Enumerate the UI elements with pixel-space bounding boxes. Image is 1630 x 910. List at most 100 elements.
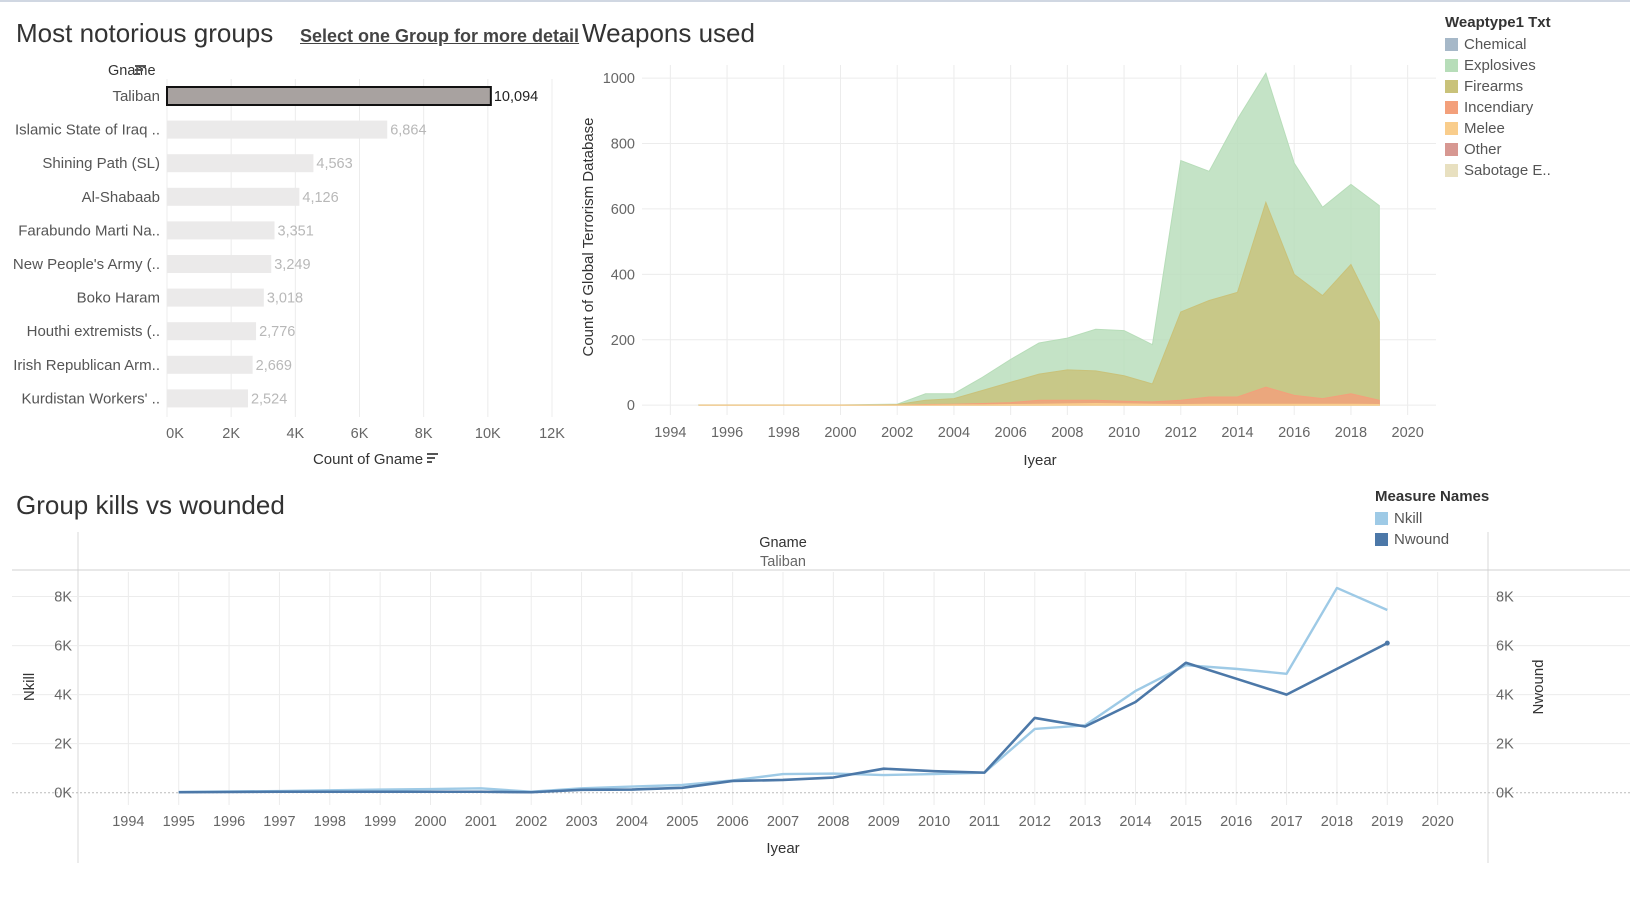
legend-label: Melee — [1464, 120, 1505, 137]
legend-item-explosives[interactable]: Explosives — [1445, 55, 1551, 76]
line-x-tick: 2020 — [1422, 814, 1454, 830]
line-x-tick: 2012 — [1019, 814, 1051, 830]
legend-item-sabotage-e[interactable]: Sabotage E.. — [1445, 160, 1551, 181]
area-x-tick: 2018 — [1335, 425, 1367, 441]
line-x-tick: 2018 — [1321, 814, 1353, 830]
line-x-tick: 1999 — [364, 814, 396, 830]
bar-category-label[interactable]: New People's Army (.. — [13, 256, 160, 273]
legend-swatch — [1375, 533, 1388, 546]
area-x-tick: 1994 — [654, 425, 686, 441]
area-x-axis-label: Iyear — [1023, 452, 1056, 469]
gname-column-header: Gname — [108, 63, 156, 79]
kills-title: Group kills vs wounded — [16, 490, 285, 520]
area-y-tick: 600 — [611, 202, 635, 218]
bar-value-label: 2,669 — [256, 358, 292, 374]
area-x-tick: 2012 — [1165, 425, 1197, 441]
area-x-tick: 1998 — [768, 425, 800, 441]
legend-item-melee[interactable]: Melee — [1445, 118, 1551, 139]
facet-header: Gname — [759, 535, 807, 551]
area-x-tick: 1996 — [711, 425, 743, 441]
bar-6[interactable] — [167, 288, 264, 307]
bar-x-tick: 2K — [222, 426, 240, 442]
bar-category-label[interactable]: Islamic State of Iraq .. — [15, 122, 160, 139]
line-nwound[interactable] — [178, 641, 1388, 794]
bar-value-label: 10,094 — [494, 89, 538, 105]
bar-category-label[interactable]: Boko Haram — [77, 290, 160, 307]
area-melee[interactable] — [698, 403, 1380, 406]
line-x-tick: 2017 — [1270, 814, 1302, 830]
bar-x-tick: 10K — [475, 426, 501, 442]
line-x-tick: 2008 — [817, 814, 849, 830]
bar-x-tick: 12K — [539, 426, 565, 442]
bar-value-label: 4,563 — [316, 156, 352, 172]
bar-category-label[interactable]: Irish Republican Arm.. — [13, 357, 160, 374]
line-x-tick: 2010 — [918, 814, 950, 830]
area-y-tick: 1000 — [603, 71, 635, 87]
bar-category-label[interactable]: Houthi extremists (.. — [27, 323, 160, 340]
line-y-tick-left: 0K — [54, 786, 72, 802]
line-nkill[interactable] — [178, 586, 1388, 794]
legend-item-incendiary[interactable]: Incendiary — [1445, 97, 1551, 118]
legend-item-nkill[interactable]: Nkill — [1375, 508, 1489, 529]
area-y-tick: 400 — [611, 267, 635, 283]
measure-names-legend-title: Measure Names — [1375, 488, 1490, 505]
line-x-tick: 1996 — [213, 814, 245, 830]
legend-label: Nwound — [1394, 531, 1450, 548]
line-y-tick-left: 8K — [54, 590, 72, 606]
bar-3[interactable] — [167, 187, 300, 206]
bar-category-label[interactable]: Kurdistan Workers' .. — [22, 390, 160, 407]
weapon-type-legend-title: Weaptype1 Txt — [1445, 14, 1551, 31]
bar-category-label[interactable]: Farabundo Marti Na.. — [18, 222, 160, 239]
bar-value-label: 3,018 — [267, 291, 303, 307]
bar-value-label: 3,351 — [278, 223, 314, 239]
line-x-tick: 2014 — [1119, 814, 1151, 830]
line-x-tick: 1998 — [314, 814, 346, 830]
bar-category-label[interactable]: Taliban — [112, 88, 160, 105]
line-y-tick-left: 6K — [54, 639, 72, 655]
bar-x-tick: 8K — [415, 426, 433, 442]
line-x-tick: 1997 — [263, 814, 295, 830]
sort-x-icon[interactable] — [427, 453, 438, 463]
legend-item-firearms[interactable]: Firearms — [1445, 76, 1551, 97]
legend-swatch — [1445, 59, 1458, 72]
area-x-tick: 2014 — [1221, 425, 1253, 441]
line-x-tick: 1995 — [163, 814, 195, 830]
sort-icon[interactable] — [135, 65, 146, 75]
legend-swatch — [1445, 38, 1458, 51]
line-y-tick-left: 4K — [54, 688, 72, 704]
bar-9[interactable] — [167, 389, 248, 408]
line-y-tick-right: 0K — [1496, 786, 1514, 802]
bar-value-label: 2,524 — [251, 391, 287, 407]
line-x-tick: 2000 — [414, 814, 446, 830]
bar-8[interactable] — [167, 355, 253, 374]
line-x-tick: 2009 — [868, 814, 900, 830]
legend-item-nwound[interactable]: Nwound — [1375, 529, 1489, 550]
legend-swatch — [1445, 164, 1458, 177]
select-group-link[interactable]: Select one Group for more detail — [300, 26, 580, 46]
area-x-tick: 2020 — [1392, 425, 1424, 441]
bar-0[interactable] — [166, 86, 492, 106]
bar-4[interactable] — [167, 221, 275, 240]
bar-2[interactable] — [167, 154, 314, 173]
legend-item-other[interactable]: Other — [1445, 139, 1551, 160]
weapons-area-chart: 0 200 400 600 800 1000 1994 1996 1998 2000 2002 20… — [580, 65, 1436, 469]
legend-label: Sabotage E.. — [1464, 162, 1551, 179]
bar-7[interactable] — [167, 322, 257, 341]
bar-5[interactable] — [167, 255, 272, 273]
line-end-point — [1384, 640, 1390, 646]
bar-x-axis-label: Count of Gname — [313, 451, 423, 468]
line-y-axis-label-right: Nwound — [1530, 659, 1547, 714]
bar-1[interactable] — [167, 120, 388, 139]
bar-category-label[interactable]: Al-Shabaab — [82, 189, 160, 206]
area-firearms[interactable] — [698, 200, 1380, 406]
facet-value: Taliban — [760, 554, 806, 570]
legend-swatch — [1445, 143, 1458, 156]
legend-item-chemical[interactable]: Chemical — [1445, 34, 1551, 55]
groups-title: Most notorious groups — [16, 18, 274, 48]
area-x-tick: 2008 — [1051, 425, 1083, 441]
weapon-type-legend: Weaptype1 Txt Chemical Explosives Firearms… — [1445, 14, 1551, 181]
line-y-tick-left: 2K — [54, 737, 72, 753]
line-x-tick: 2016 — [1220, 814, 1252, 830]
bar-category-label[interactable]: Shining Path (SL) — [42, 155, 160, 172]
line-x-axis-label: Iyear — [766, 840, 799, 857]
